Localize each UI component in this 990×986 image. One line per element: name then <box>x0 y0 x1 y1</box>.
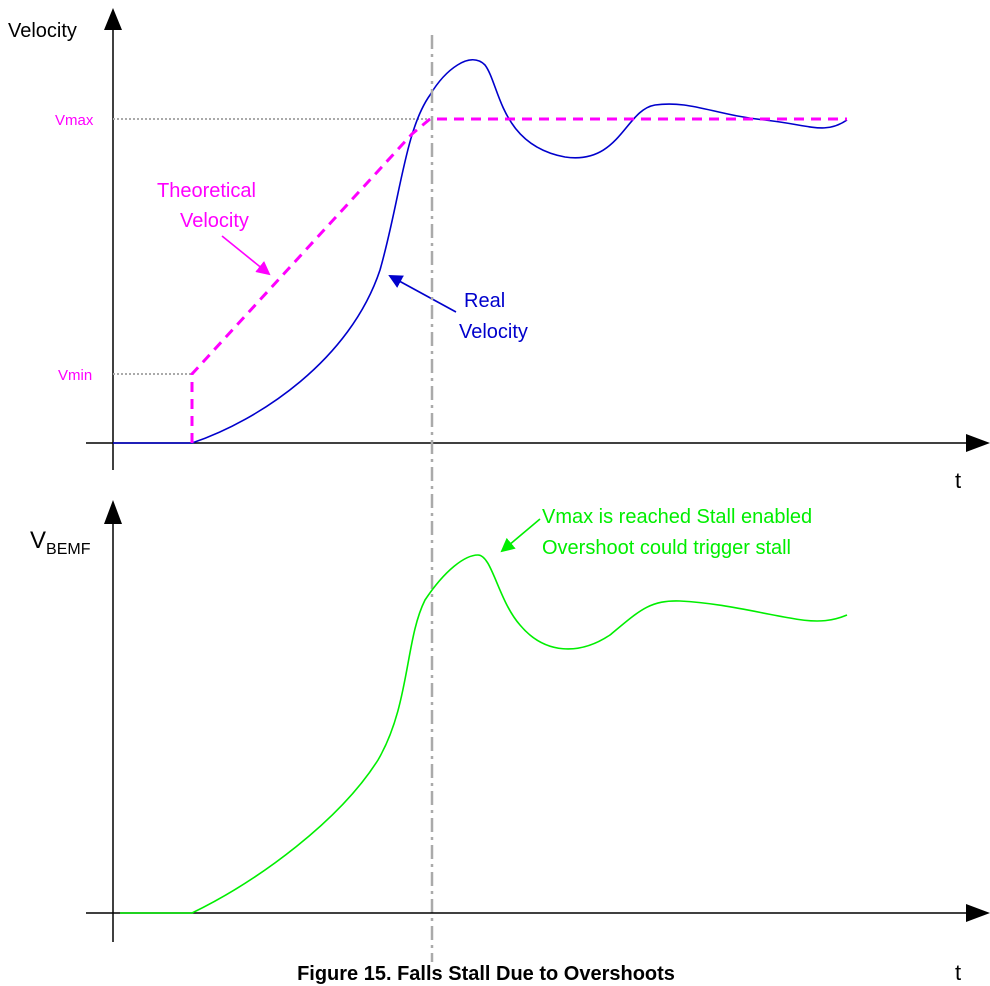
stall-pointer-arrow-icon <box>500 518 541 553</box>
real-label-line2: Velocity <box>459 321 528 343</box>
bemf-x-axis-arrowhead-icon <box>966 904 990 922</box>
velocity-x-axis-arrowhead-icon <box>966 434 990 452</box>
theoretical-pointer-arrow-icon <box>221 235 271 276</box>
real-pointer-arrow-icon <box>388 275 457 313</box>
bemf-curve <box>120 554 848 914</box>
vmin-label: Vmin <box>58 367 92 384</box>
bottom-time-axis-label: t <box>955 960 961 985</box>
vmax-label: Vmax <box>55 112 94 129</box>
theoretical-label-line2: Velocity <box>180 210 249 232</box>
theoretical-velocity-curve <box>190 117 847 443</box>
figure-caption: Figure 15. Falls Stall Due to Overshoots <box>297 963 675 985</box>
real-velocity-curve <box>113 59 848 444</box>
stall-annotation-line2: Overshoot could trigger stall <box>542 537 791 559</box>
velocity-plot: Velocity t Vmax Vmin Theoretical Velocit… <box>8 8 990 493</box>
velocity-y-axis-arrowhead-icon <box>104 8 122 30</box>
theoretical-label-line1: Theoretical <box>157 180 256 202</box>
top-time-axis-label: t <box>955 468 961 493</box>
bemf-plot: VBEMF t Vmax is reached Stall enabled Ov… <box>30 500 990 985</box>
bemf-axis-label-sub: BEMF <box>46 541 91 558</box>
real-label-line1: Real <box>464 290 505 312</box>
bemf-axis-label: VBEMF <box>30 527 91 558</box>
bemf-y-axis-arrowhead-icon <box>104 500 122 524</box>
bemf-axis-label-main: V <box>30 527 46 554</box>
stall-annotation-line1: Vmax is reached Stall enabled <box>542 506 812 528</box>
velocity-axis-label: Velocity <box>8 20 77 42</box>
